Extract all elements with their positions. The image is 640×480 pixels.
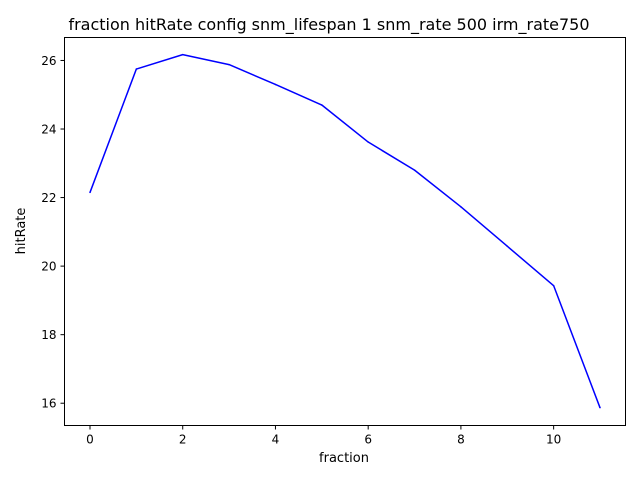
data-point bbox=[181, 53, 184, 56]
data-point bbox=[552, 284, 555, 287]
plot-area bbox=[64, 37, 626, 426]
x-tick-label: 6 bbox=[364, 433, 372, 447]
data-point bbox=[321, 104, 323, 106]
y-tick-label: 18 bbox=[41, 328, 56, 342]
x-tick-label: 10 bbox=[546, 433, 561, 447]
data-point bbox=[413, 169, 416, 171]
x-axis-label: fraction bbox=[319, 451, 369, 466]
y-tick-label: 22 bbox=[41, 191, 56, 205]
x-tick-label: 4 bbox=[272, 433, 280, 447]
x-tick-label: 8 bbox=[457, 433, 465, 447]
series-line bbox=[89, 53, 601, 408]
x-tick-label: 2 bbox=[179, 433, 187, 447]
y-tick-label: 24 bbox=[41, 123, 56, 137]
x-axis: 0 2 4 6 8 10 bbox=[86, 425, 561, 447]
y-tick-label: 26 bbox=[41, 54, 56, 68]
data-point bbox=[599, 406, 601, 409]
y-tick-label: 20 bbox=[41, 260, 56, 274]
series-layer bbox=[89, 53, 601, 409]
data-point bbox=[89, 191, 91, 194]
y-axis: 16 18 20 22 24 26 bbox=[41, 54, 65, 411]
data-point bbox=[506, 245, 509, 247]
data-point bbox=[228, 63, 230, 66]
data-point bbox=[274, 83, 277, 86]
plot-frame bbox=[64, 37, 626, 426]
y-tick-label: 16 bbox=[41, 397, 56, 411]
data-point bbox=[460, 206, 462, 208]
y-axis-label: hitRate bbox=[14, 208, 29, 255]
data-point bbox=[135, 68, 138, 70]
x-tick-label: 0 bbox=[86, 433, 94, 447]
chart-title: fraction hitRate config snm_lifespan 1 s… bbox=[68, 15, 589, 35]
data-point bbox=[367, 141, 369, 143]
